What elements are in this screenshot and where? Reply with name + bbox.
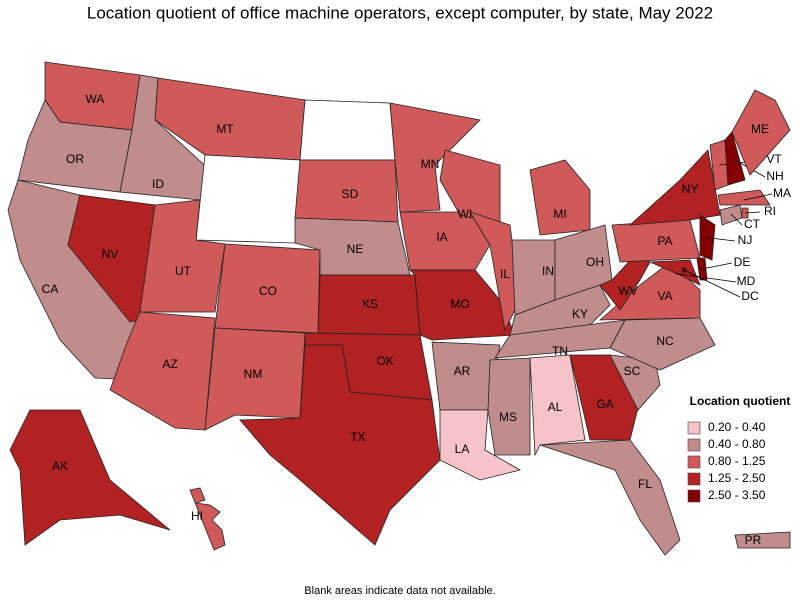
- state-label: MI: [553, 207, 566, 221]
- state-shape: [204, 327, 306, 431]
- state-label: TN: [552, 344, 568, 358]
- state-label: IL: [500, 267, 510, 281]
- state-label: VA: [657, 289, 672, 303]
- state-label: MS: [499, 410, 517, 424]
- state-label: MA: [773, 186, 791, 200]
- callout-line: [744, 211, 761, 214]
- callout-line: [683, 269, 741, 298]
- callout-line: [701, 262, 733, 270]
- state-label: NM: [244, 367, 263, 381]
- state-label: LA: [455, 442, 470, 456]
- state-label: OK: [376, 354, 393, 368]
- state-label: NH: [766, 169, 783, 183]
- state-label: WI: [458, 207, 473, 221]
- state-shape: [9, 409, 171, 546]
- legend-label: 1.25 - 2.50: [708, 471, 766, 485]
- state-label: PA: [657, 234, 672, 248]
- legend-label: 0.80 - 1.25: [708, 454, 766, 468]
- state-label: AL: [548, 400, 563, 414]
- state-label: AK: [52, 459, 68, 473]
- state-shape: [487, 357, 531, 456]
- state-shape: [539, 439, 681, 556]
- legend-swatch: [687, 438, 701, 452]
- legend-swatch: [687, 455, 701, 469]
- state-label: UT: [175, 264, 192, 278]
- state-label: FL: [638, 477, 652, 491]
- state-label: WV: [618, 284, 637, 298]
- legend-swatch: [687, 472, 701, 486]
- state-label: NY: [682, 182, 699, 196]
- state-label: CO: [259, 284, 277, 298]
- state-label: AZ: [162, 357, 177, 371]
- callout-line: [743, 193, 773, 201]
- state-label: NC: [656, 334, 674, 348]
- legend-title: Location quotient: [690, 394, 791, 408]
- state-shape: [109, 311, 216, 431]
- state-shape: [389, 102, 481, 213]
- state-label: NV: [102, 247, 119, 261]
- state-label: ME: [751, 122, 769, 136]
- state-label: HI: [191, 509, 203, 523]
- state-shape: [299, 99, 396, 161]
- state-shape: [717, 189, 771, 206]
- state-label: SD: [342, 187, 359, 201]
- legend-label: 0.20 - 0.40: [708, 420, 766, 434]
- state-label: IA: [436, 230, 447, 244]
- state-label: ID: [152, 177, 164, 191]
- state-label: SC: [624, 364, 641, 378]
- callout-line: [705, 237, 736, 242]
- state-label: DC: [741, 289, 759, 303]
- state-label: CT: [744, 217, 761, 231]
- state-label: WA: [86, 92, 105, 106]
- state-shape: [731, 89, 791, 176]
- state-label: OH: [586, 255, 604, 269]
- map-title: Location quotient of office machine oper…: [87, 3, 713, 22]
- state-label: GA: [596, 397, 613, 411]
- legend-swatch: [687, 489, 701, 503]
- state-shape: [724, 131, 746, 186]
- state-label: NJ: [738, 233, 753, 247]
- state-label: KS: [362, 297, 378, 311]
- legend-swatch: [687, 421, 701, 435]
- state-shape: [189, 487, 226, 551]
- state-label: DE: [734, 255, 751, 269]
- state-shape: [734, 531, 791, 549]
- state-shape: [409, 269, 516, 341]
- state-shape: [611, 219, 701, 263]
- state-shape: [628, 149, 721, 226]
- state-shape: [649, 259, 701, 286]
- state-label: VT: [766, 152, 782, 166]
- state-shape: [195, 154, 301, 244]
- state-label: OR: [66, 152, 84, 166]
- legend-label: 2.50 - 3.50: [708, 488, 766, 502]
- footnote: Blank areas indicate data not available.: [304, 585, 495, 597]
- callout-line: [730, 213, 743, 226]
- state-label: PR: [745, 533, 762, 547]
- state-label: RI: [764, 204, 776, 218]
- state-label: AR: [454, 364, 471, 378]
- state-label: MO: [450, 297, 469, 311]
- state-label: MN: [421, 157, 440, 171]
- state-label: MT: [216, 122, 234, 136]
- states: WA OR CA ID NV MT UT AZ CO NM SD NE KS OK TX MN IA MO AR LA…: [7, 61, 791, 556]
- state-label: MD: [737, 274, 756, 288]
- state-label: IN: [542, 264, 554, 278]
- state-shape: [67, 194, 156, 323]
- state-shape: [529, 159, 591, 236]
- state-label: NE: [347, 242, 364, 256]
- state-label: TX: [350, 430, 365, 444]
- state-shape: [609, 317, 716, 371]
- state-shape: [239, 344, 441, 546]
- state-label: CA: [42, 282, 59, 296]
- state-shape: [529, 354, 586, 457]
- state-label: KY: [572, 307, 588, 321]
- legend-label: 0.40 - 0.80: [708, 437, 766, 451]
- state-shape: [469, 211, 521, 332]
- legend: 0.20 - 0.40 0.40 - 0.80 0.80 - 1.25 1.25 - …: [687, 420, 766, 503]
